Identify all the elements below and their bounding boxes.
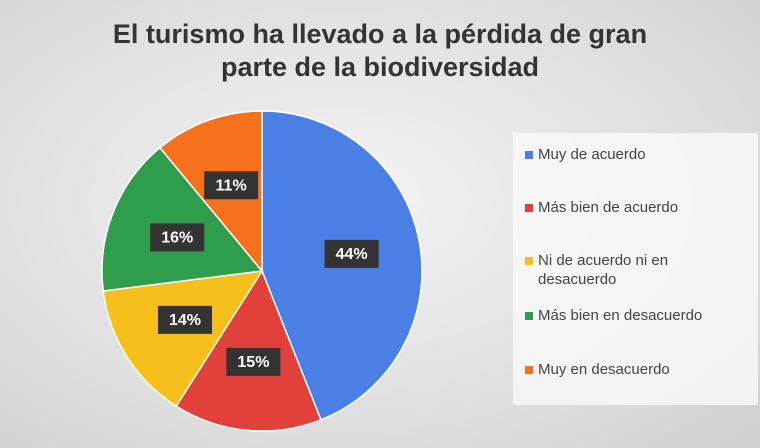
legend-swatch <box>525 204 533 212</box>
data-label: 16% <box>161 230 193 247</box>
data-label-box <box>204 171 259 200</box>
legend-item: Muy de acuerdo <box>525 145 750 164</box>
legend-label: Muy en desacuerdo <box>538 361 670 378</box>
data-label-box <box>157 305 212 334</box>
data-label-box <box>150 223 205 252</box>
legend-swatch <box>525 366 533 374</box>
data-label-box <box>226 347 281 376</box>
pie-slice <box>102 270 264 408</box>
data-label: 11% <box>216 177 247 194</box>
legend-swatch <box>525 257 533 265</box>
chart-title: El turismo ha llevado a la pérdida de gr… <box>112 19 648 82</box>
data-label: 44% <box>336 246 368 263</box>
legend-item: Muy en desacuerdo <box>525 360 750 379</box>
data-label: 14% <box>169 312 201 329</box>
legend-label: Muy de acuerdo <box>538 146 646 163</box>
legend-label: Más bien de acuerdo <box>538 199 679 216</box>
legend-label: Más bien en desacuerdo <box>538 307 703 324</box>
pie-slice <box>101 146 264 292</box>
legend-swatch <box>525 312 533 320</box>
legend-item: Ni de acuerdo ni en desacuerdo <box>525 251 750 289</box>
legend-swatch <box>525 151 533 159</box>
data-label: 15% <box>237 354 269 371</box>
legend-item: Más bien en desacuerdo <box>525 306 750 325</box>
data-label-box <box>324 239 379 268</box>
legend-item: Más bien de acuerdo <box>525 198 750 217</box>
legend-label: Ni de acuerdo ni en desacuerdo <box>538 252 669 288</box>
legend: Muy de acuerdo Más bien de acuerdo Ni de a… <box>513 133 758 405</box>
